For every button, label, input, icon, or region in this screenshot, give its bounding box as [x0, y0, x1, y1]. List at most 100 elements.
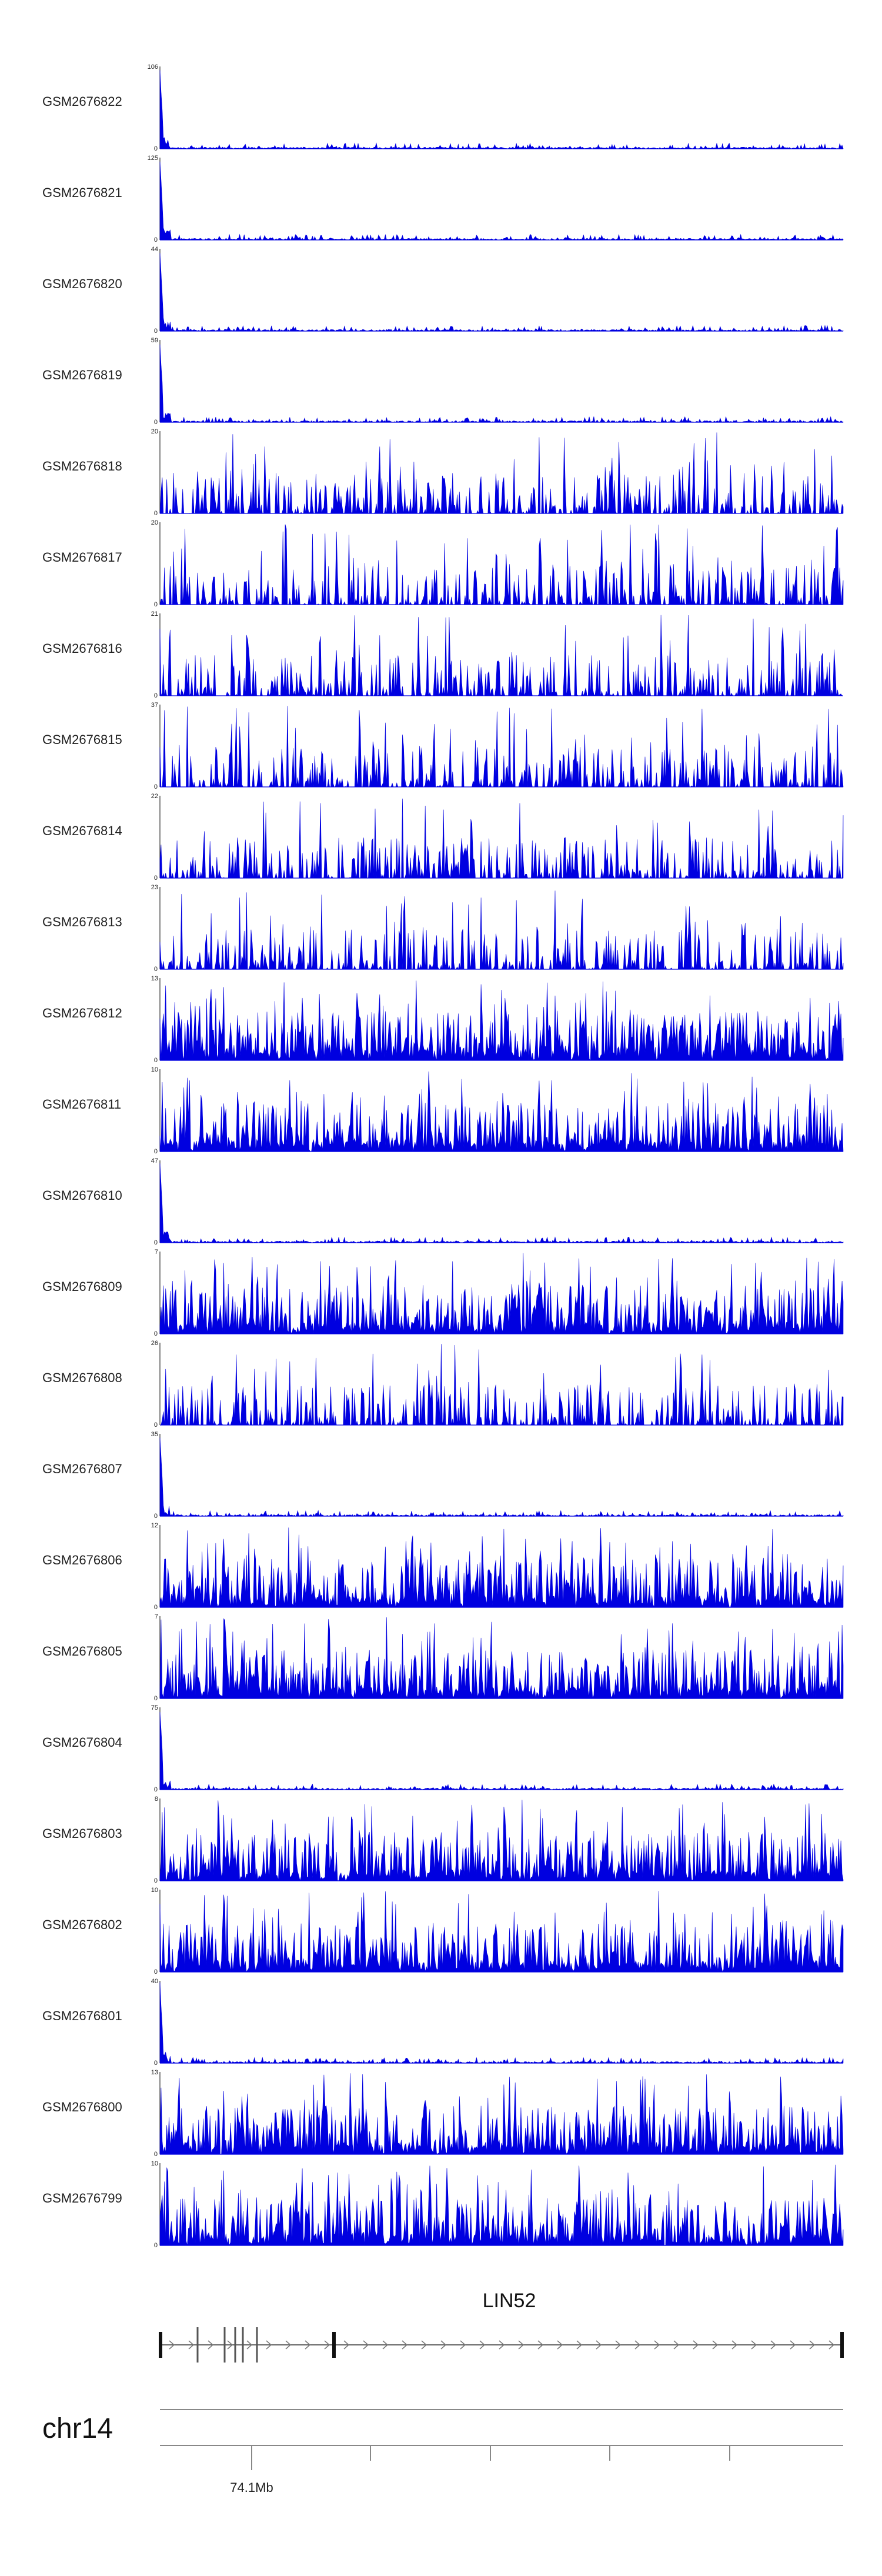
track-label: GSM2676810 — [42, 1188, 122, 1203]
strand-chevron — [440, 2340, 447, 2350]
chromosome-axis: chr14 74.1Mb — [42, 2409, 843, 2495]
gene-track: LIN52 — [159, 2290, 844, 2363]
track-gsm2676812: GSM2676812 13 0 — [42, 975, 844, 1064]
y-min-label: 0 — [154, 692, 158, 699]
y-min-label: 0 — [154, 419, 158, 426]
track-label: GSM2676811 — [42, 1097, 121, 1112]
signal-area — [159, 1617, 844, 1699]
track-label: GSM2676813 — [42, 915, 122, 929]
y-min-label: 0 — [154, 145, 158, 152]
strand-chevron — [537, 2340, 544, 2350]
track-label: GSM2676807 — [42, 1461, 122, 1476]
signal-area — [159, 1982, 844, 2064]
signal-area — [159, 980, 844, 1061]
y-min-label: 0 — [154, 2060, 158, 2067]
strand-chevron — [246, 2340, 253, 2350]
track-gsm2676799: GSM2676799 10 0 — [42, 2160, 844, 2249]
y-min-label: 0 — [154, 1057, 158, 1064]
y-max-label: 10 — [151, 1887, 158, 1894]
strand-chevron — [499, 2340, 505, 2350]
signal-area — [159, 432, 844, 515]
exon — [159, 2332, 162, 2358]
track-label: GSM2676800 — [42, 2100, 122, 2114]
y-min-label: 0 — [154, 1513, 158, 1520]
y-max-label: 7 — [155, 1613, 158, 1620]
y-max-label: 13 — [151, 2069, 158, 2076]
y-min-label: 0 — [154, 1604, 158, 1611]
track-gsm2676806: GSM2676806 12 0 — [42, 1522, 844, 1611]
signal-area — [159, 524, 844, 606]
track-label: GSM2676812 — [42, 1006, 122, 1020]
strand-chevron — [285, 2340, 292, 2350]
strand-chevron — [576, 2340, 583, 2350]
track-gsm2676809: GSM2676809 7 0 — [42, 1249, 844, 1337]
signal-area — [159, 344, 844, 423]
track-gsm2676807: GSM2676807 35 0 — [42, 1431, 844, 1520]
signal-area — [159, 615, 843, 697]
y-min-label: 0 — [154, 601, 158, 608]
y-min-label: 0 — [154, 1422, 158, 1429]
y-max-label: 8 — [155, 1796, 158, 1803]
strand-chevron — [479, 2340, 486, 2350]
strand-chevron — [770, 2340, 777, 2350]
y-min-label: 0 — [154, 2151, 158, 2158]
track-label: GSM2676816 — [42, 641, 122, 656]
strand-chevron — [169, 2340, 175, 2350]
exon — [196, 2327, 199, 2363]
strand-chevron — [460, 2340, 466, 2350]
track-gsm2676804: GSM2676804 75 0 — [42, 1704, 844, 1793]
track-label: GSM2676805 — [42, 1644, 122, 1659]
chromosome-name: chr14 — [42, 2413, 113, 2444]
strand-chevron — [693, 2340, 699, 2350]
strand-chevron — [227, 2340, 233, 2350]
y-min-label: 0 — [154, 1239, 158, 1246]
track-label: GSM2676821 — [42, 185, 122, 200]
signal-area — [159, 161, 844, 241]
y-max-label: 21 — [151, 610, 158, 618]
y-max-label: 10 — [151, 2160, 158, 2167]
track-label: GSM2676822 — [42, 94, 122, 109]
track-label: GSM2676814 — [42, 823, 122, 838]
gene-model — [159, 2327, 844, 2363]
strand-chevron — [402, 2340, 408, 2350]
y-max-label: 13 — [151, 975, 158, 982]
strand-chevron — [518, 2340, 524, 2350]
exon — [223, 2327, 226, 2363]
y-max-label: 12 — [151, 1522, 158, 1529]
y-min-label: 0 — [154, 1786, 158, 1793]
signal-area — [159, 253, 844, 332]
y-max-label: 75 — [151, 1704, 158, 1711]
exon — [256, 2327, 258, 2363]
strand-chevron — [809, 2340, 816, 2350]
y-max-label: 22 — [151, 793, 158, 800]
strand-chevron — [615, 2340, 622, 2350]
y-max-label: 125 — [148, 155, 158, 162]
signal-tracks: GSM2676822 106 0 GSM2676821 125 0 GSM2676820 44… — [42, 64, 844, 2249]
signal-area — [159, 2164, 844, 2246]
signal-area — [159, 1527, 844, 1608]
track-label: GSM2676803 — [42, 1826, 122, 1841]
strand-chevron — [266, 2340, 272, 2350]
track-label: GSM2676801 — [42, 2008, 122, 2023]
y-min-label: 0 — [154, 510, 158, 517]
strand-chevron — [751, 2340, 757, 2350]
track-label: GSM2676806 — [42, 1553, 122, 1567]
track-gsm2676819: GSM2676819 59 0 — [42, 337, 844, 426]
strand-chevron — [324, 2340, 330, 2350]
signal-area — [159, 1163, 844, 1243]
exon — [242, 2327, 244, 2363]
y-min-label: 0 — [154, 1877, 158, 1884]
y-max-label: 10 — [151, 1066, 158, 1073]
y-max-label: 20 — [151, 428, 158, 435]
track-gsm2676810: GSM2676810 47 0 — [42, 1157, 844, 1246]
track-gsm2676801: GSM2676801 40 0 — [42, 1978, 844, 2067]
strand-chevron — [305, 2340, 311, 2350]
track-gsm2676803: GSM2676803 8 0 — [42, 1796, 844, 1884]
strand-chevron — [421, 2340, 427, 2350]
signal-area — [159, 1253, 844, 1334]
coordinate-ticks — [251, 2445, 730, 2470]
signal-area — [159, 1437, 844, 1517]
y-min-label: 0 — [154, 1330, 158, 1337]
strand-chevron — [208, 2340, 214, 2350]
